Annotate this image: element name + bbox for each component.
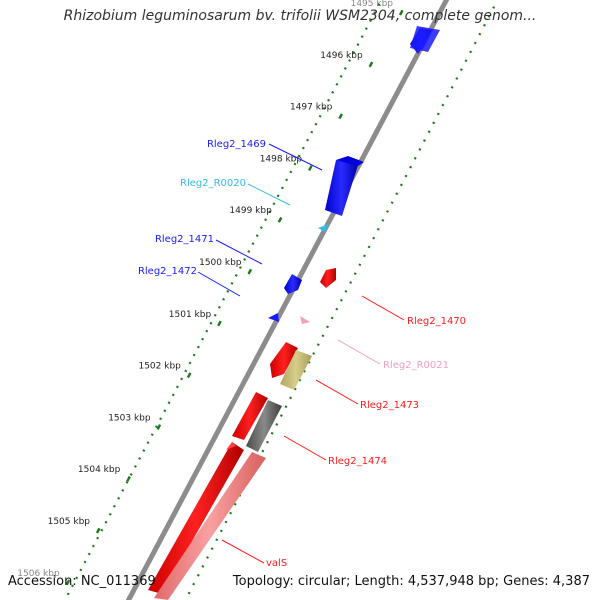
label-rleg2-r0021[interactable]: Rleg2_R0021 [383, 360, 449, 371]
label-rleg2-1472[interactable]: Rleg2_1472 [138, 266, 197, 277]
tick-label: 1498 kbp [260, 154, 303, 164]
tick-label: 1504 kbp [78, 465, 121, 475]
tick-label: 1502 kbp [138, 362, 181, 372]
major-tick [217, 320, 222, 327]
gene-small-blue-arrow[interactable] [268, 313, 279, 322]
gene-rleg2-r0020[interactable] [318, 224, 329, 232]
genome-backbone [125, 0, 450, 600]
tick-label: 1496 kbp [320, 51, 363, 61]
label-rleg2-1473[interactable]: Rleg2_1473 [360, 400, 419, 411]
major-tick [338, 113, 343, 120]
summary-text: Topology: circular; Length: 4,537,948 bp… [232, 574, 590, 589]
gene-olive[interactable] [280, 350, 312, 390]
tick-label: 1500 kbp [199, 258, 242, 268]
major-tick [95, 527, 101, 534]
major-tick [277, 216, 283, 223]
gene-rleg2-1473[interactable] [270, 342, 298, 378]
tick-labels: 1495 kbp 1496 kbp 1497 kbp 1498 kbp 1499 kbp… [17, 0, 393, 579]
genome-title: Rhizobium leguminosarum bv. trifolii WSM… [63, 8, 537, 24]
major-tick [156, 424, 162, 430]
label-rleg2-1474[interactable]: Rleg2_1474 [328, 456, 387, 467]
gene-rleg2-1469[interactable] [410, 26, 440, 54]
gene-red-mid[interactable] [232, 392, 268, 440]
major-tick [398, 9, 404, 16]
tick-label: 1503 kbp [108, 413, 151, 423]
gene-rleg2-1471[interactable] [325, 156, 364, 216]
gene-rleg2-r0021[interactable] [300, 316, 310, 324]
gene-vals[interactable] [154, 452, 266, 600]
gene-rleg2-1472[interactable] [284, 274, 302, 294]
gene-red-long[interactable] [148, 442, 244, 594]
label-rleg2-1470[interactable]: Rleg2_1470 [407, 316, 466, 327]
tick-label: 1497 kbp [290, 103, 333, 113]
major-tick [65, 579, 71, 586]
major-tick [308, 165, 313, 171]
major-tick [368, 61, 374, 68]
label-rleg2-1471[interactable]: Rleg2_1471 [155, 234, 214, 245]
tick-label: 1495 kbp [351, 0, 394, 9]
major-tick [186, 372, 192, 379]
label-vals[interactable]: valS [266, 558, 287, 569]
gene-rleg2-1474[interactable] [246, 400, 282, 452]
gene-rleg2-1470[interactable] [320, 268, 336, 288]
right-tick-track [184, 0, 499, 600]
tick-label: 1501 kbp [169, 310, 212, 320]
label-rleg2-1469[interactable]: Rleg2_1469 [207, 139, 266, 150]
major-tick-marks [65, 9, 404, 586]
major-tick [247, 268, 253, 275]
accession-text: Accession: NC_011369 [8, 574, 156, 589]
tick-label: 1506 kbp [17, 569, 60, 579]
label-leader-lines [197, 143, 405, 564]
label-rleg2-r0020[interactable]: Rleg2_R0020 [180, 178, 246, 189]
major-tick [126, 475, 131, 482]
tick-label: 1505 kbp [48, 517, 91, 527]
tick-label: 1499 kbp [229, 206, 272, 216]
